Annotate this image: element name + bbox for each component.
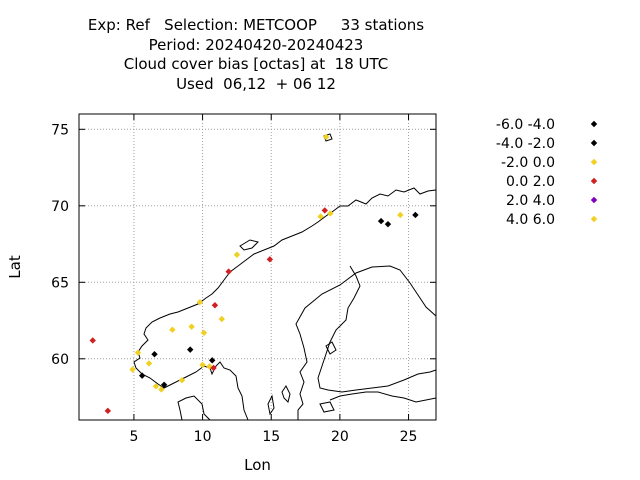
station-marker [187, 346, 194, 353]
island-oland [267, 394, 275, 416]
island-aland [325, 341, 337, 355]
coastline-estonia [329, 391, 437, 403]
x-tick-label: 10 [194, 429, 212, 445]
station-marker [397, 211, 404, 219]
station-marker [211, 302, 219, 309]
station-marker [266, 256, 274, 263]
station-marker [152, 383, 160, 390]
station-marker [151, 351, 158, 358]
station-marker [210, 364, 217, 372]
coastline-map [133, 133, 437, 421]
island-gotland [281, 385, 291, 403]
station-marker [196, 298, 204, 306]
y-axis-label: Lat [6, 255, 24, 279]
station-marker [412, 211, 419, 219]
station-marker [377, 217, 385, 225]
station-marker [208, 357, 216, 364]
y-tick-label: 75 [51, 122, 69, 138]
legend-entry-label: -2.0 0.0 [501, 155, 555, 171]
station-marker [327, 210, 334, 217]
legend-entry-marker [590, 177, 598, 185]
station-marker [134, 349, 142, 356]
legend-entry-marker [590, 139, 598, 147]
legend-entry-label: 4.0 6.0 [506, 212, 555, 228]
title-line-4: Used 06,12 + 06 12 [176, 74, 336, 93]
station-marker [169, 326, 176, 333]
legend-entry-label: -6.0 -4.0 [496, 117, 555, 133]
station-marker [178, 377, 186, 384]
x-tick-label: 25 [400, 429, 418, 445]
station-marker [160, 381, 168, 389]
y-tick-label: 60 [51, 352, 69, 368]
station-marker [138, 372, 146, 379]
station-marker [145, 360, 153, 367]
island-saaremaa [319, 401, 335, 413]
station-marker [218, 315, 225, 323]
x-tick-label: 20 [331, 429, 349, 445]
station-marker [188, 323, 195, 330]
coastline-denmark [177, 395, 211, 421]
legend: -6.0 -4.0 -4.0 -2.0 -2.0 0.0 0.0 2.0 2.0 4.0… [496, 117, 598, 228]
axis-ticks: 5 10 15 20 25 60 65 70 75 [51, 114, 436, 445]
legend-entry-label: 0.0 2.0 [506, 174, 555, 190]
grid-lines [79, 114, 436, 420]
station-markers [89, 133, 419, 415]
legend-entry-marker [590, 196, 598, 204]
legend-entry-marker [590, 215, 598, 223]
title-line-2: Period: 20240420-20240423 [148, 35, 364, 54]
station-marker [225, 268, 232, 275]
lofoten-islands [239, 239, 259, 251]
x-tick-label: 15 [262, 429, 280, 445]
bjornoya-island [323, 133, 333, 142]
station-marker [384, 220, 392, 228]
station-marker [129, 366, 136, 373]
legend-entry-label: 2.0 4.0 [506, 193, 555, 209]
legend-entry-marker [590, 158, 598, 166]
station-marker [199, 361, 206, 369]
station-marker [89, 337, 96, 344]
x-axis-label: Lon [244, 456, 271, 474]
station-marker [233, 251, 241, 258]
coastline-finland [317, 265, 437, 393]
legend-entry-marker [590, 120, 598, 128]
legend-entry-label: -4.0 -2.0 [496, 136, 555, 152]
title-line-3: Cloud cover bias [octas] at 18 UTC [123, 55, 389, 74]
station-marker [317, 213, 324, 220]
chart-title: Exp: Ref Selection: METCOOP 33 stations … [0, 16, 512, 94]
y-tick-label: 70 [51, 199, 69, 215]
x-tick-label: 5 [129, 429, 138, 445]
y-tick-label: 65 [51, 275, 69, 291]
title-line-1: Exp: Ref Selection: METCOOP 33 stations [87, 16, 425, 34]
station-marker [322, 133, 330, 141]
station-marker [104, 407, 112, 415]
station-marker [158, 386, 165, 393]
station-marker [321, 207, 328, 214]
plot-frame [78, 113, 437, 421]
station-marker [200, 329, 208, 336]
